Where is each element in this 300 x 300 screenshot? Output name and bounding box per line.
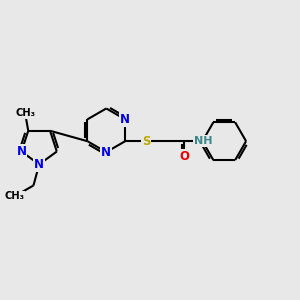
- Text: N: N: [16, 145, 26, 158]
- Text: CH₃: CH₃: [15, 108, 35, 118]
- Text: N: N: [34, 158, 44, 171]
- Text: NH: NH: [194, 136, 213, 146]
- Text: N: N: [120, 113, 130, 126]
- Text: S: S: [142, 135, 150, 148]
- Text: N: N: [101, 146, 111, 159]
- Text: O: O: [179, 150, 189, 164]
- Text: CH₃: CH₃: [4, 191, 25, 201]
